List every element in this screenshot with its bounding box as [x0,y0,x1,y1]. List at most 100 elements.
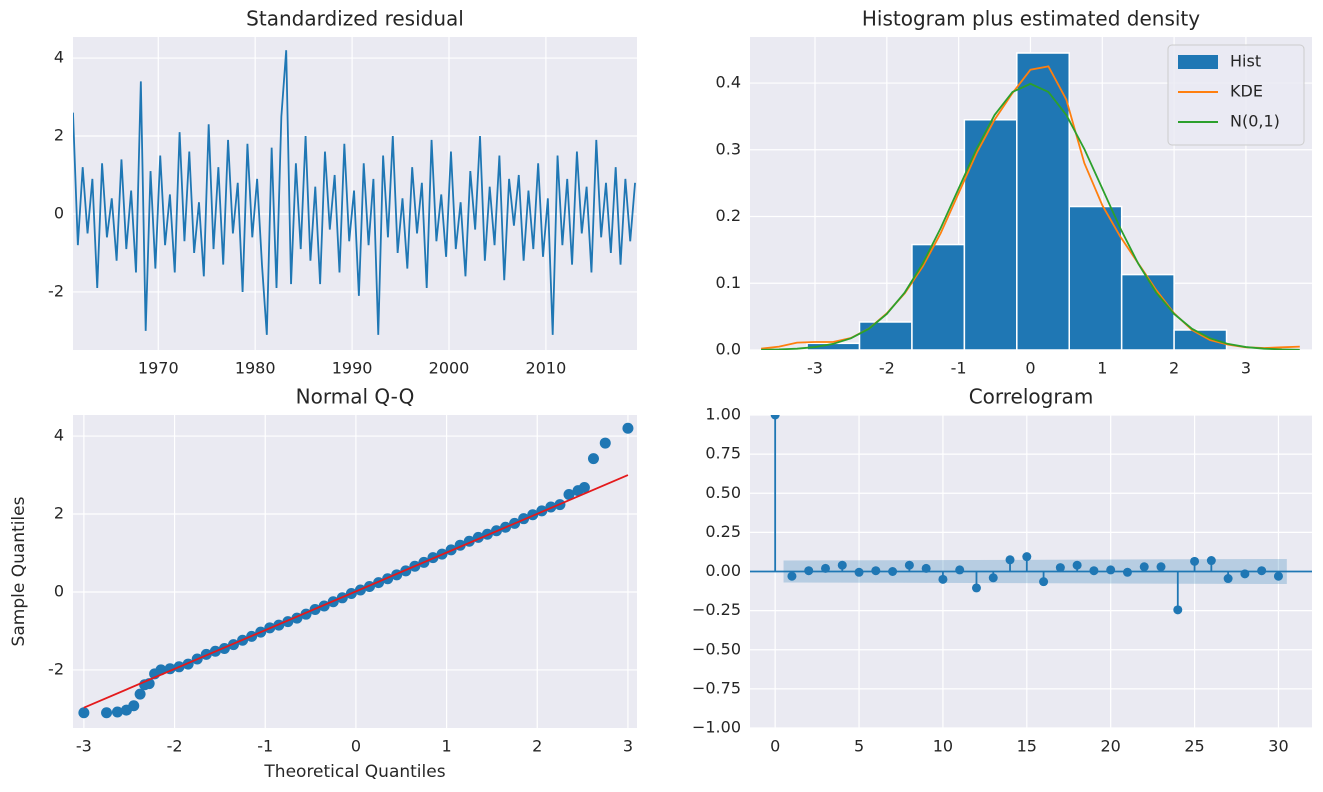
stem-marker [971,583,981,593]
y-tick-label: 0 [54,203,64,222]
legend-box [1167,44,1305,146]
stem-marker [804,566,814,576]
legend-label: Hist [1230,52,1261,71]
stem-marker [1190,556,1200,566]
stem-marker [888,567,898,576]
y-tick-label: 0.3 [716,139,741,158]
stem-marker [988,573,998,583]
x-tick-label: 1 [441,737,451,756]
stem-marker [1106,565,1116,575]
x-tick-label: 0 [770,737,780,756]
stem-marker [1173,605,1183,615]
density-line [761,82,1300,350]
y-tick-label: 0 [54,581,64,600]
y-tick-label: 0.4 [716,73,741,92]
x-axis-label: Theoretical Quantiles [263,762,445,782]
y-axis-label: Sample Quantiles [9,496,29,646]
stem-marker [854,567,864,577]
y-tick-label: −1.00 [692,718,741,737]
x-tick-label: 3 [623,737,633,756]
y-tick-label: −0.50 [692,639,741,658]
legend-swatch [1178,55,1218,69]
plot-area [750,415,1312,615]
stem-marker [1240,569,1250,579]
legend-label: N(0,1) [1230,112,1280,131]
stem-marker [1005,555,1015,565]
y-tick-label: 0.0 [716,340,741,359]
y-tick-label: −0.75 [692,678,741,697]
x-tick-label: -3 [807,359,823,378]
chart-title: Histogram plus estimated density [862,7,1200,31]
reference-line [83,474,629,709]
qq-point [78,707,90,719]
x-tick-label: 2 [532,737,542,756]
stem-marker [1055,563,1065,573]
stem-marker [938,574,948,584]
hist-bar [1068,205,1123,350]
x-tick-label: -2 [879,359,895,378]
y-tick-label: 0.2 [716,206,741,225]
y-tick-label: −0.25 [692,600,741,619]
stem-marker [1257,566,1267,576]
x-tick-label: 1980 [235,359,276,378]
chart-title: Standardized residual [246,7,464,31]
x-tick-label: -1 [951,359,967,378]
hist-bar [1173,329,1228,350]
x-tick-label: -3 [76,737,92,756]
stem-marker [904,560,914,570]
x-tick-label: 2000 [429,359,470,378]
x-tick-label: -2 [167,737,183,756]
chart-title: Normal Q-Q [296,385,415,409]
qq-point [599,437,611,449]
x-tick-label: 10 [933,737,953,756]
x-tick-label: 1970 [138,359,179,378]
residual-line [73,50,636,335]
qq-point [128,700,140,712]
stem-marker [1039,577,1049,587]
qq-point [134,688,146,700]
qq-point [578,482,590,494]
stem-marker [820,563,830,573]
hist-bar [911,243,966,350]
chart-title: Correlogram [969,385,1094,409]
stem-marker [787,571,797,581]
x-tick-label: 5 [854,737,864,756]
qq-point [622,422,634,434]
y-tick-label: 2 [54,126,64,145]
x-tick-label: 0 [1025,359,1035,378]
stem-marker [837,560,847,570]
y-tick-label: 0.75 [705,444,741,463]
y-tick-label: 4 [54,426,64,445]
hist-bar [963,119,1018,350]
plot-area [761,52,1300,350]
stem-marker [871,566,881,576]
x-tick-label: -1 [257,737,273,756]
plot-area [78,422,634,719]
qq-point [587,453,599,465]
stem-marker [921,563,931,573]
x-tick-label: 3 [1241,359,1251,378]
y-tick-label: 0.50 [705,483,741,502]
y-tick-label: -2 [48,281,64,300]
stem-marker [770,415,780,420]
stem-marker [1156,562,1166,572]
y-tick-label: 0.25 [705,522,741,541]
stem-marker [1139,562,1149,572]
qq-point [563,489,575,501]
x-tick-label: 1990 [332,359,373,378]
stem-marker [1089,566,1099,576]
plot-background [73,415,637,728]
y-tick-label: 4 [54,48,64,67]
x-tick-label: 1 [1097,359,1107,378]
plot-area [73,50,636,335]
stem-marker [1072,560,1082,570]
x-tick-label: 30 [1268,737,1288,756]
x-tick-label: 20 [1101,737,1121,756]
hist-bar [858,321,913,350]
qq-point [101,707,113,719]
stem-marker [1273,571,1283,581]
stem-marker [1206,556,1216,566]
x-tick-label: 2 [1169,359,1179,378]
stem-marker [1022,552,1032,562]
